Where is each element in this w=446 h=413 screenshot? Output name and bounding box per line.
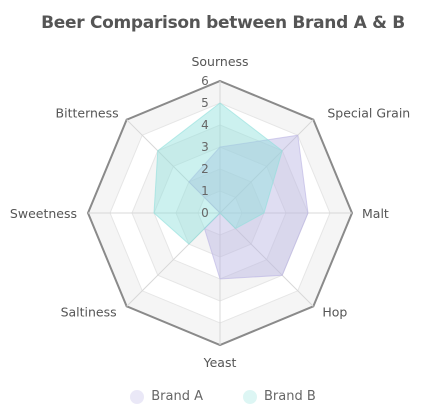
tick-label-2: 2: [201, 162, 209, 176]
series-brand-a[interactable]: [188, 134, 309, 280]
legend-label: Brand A: [151, 389, 203, 404]
axis-label-sourness: Sourness: [191, 54, 248, 69]
radar-tick-labels: 0 1 2 3 4 5 6: [201, 74, 209, 220]
axis-label-yeast: Yeast: [203, 355, 237, 370]
radar-axis-labels: Sourness Special Grain Malt Hop Yeast Saltine…: [10, 54, 410, 370]
legend-swatch: [130, 389, 145, 404]
axis-label-saltiness: Saltiness: [61, 304, 117, 319]
tick-label-5: 5: [201, 96, 209, 110]
chart-title: Beer Comparison between Brand A & B: [41, 13, 405, 33]
series-brand-b[interactable]: [153, 102, 283, 245]
tick-label-1: 1: [201, 184, 209, 198]
legend: Brand A Brand B: [0, 389, 446, 404]
axis-label-bitterness: Bitterness: [56, 106, 119, 121]
axis-label-hop: Hop: [322, 304, 347, 319]
axis-label-special-grain: Special Grain: [327, 106, 410, 121]
axis-label-sweetness: Sweetness: [10, 206, 77, 221]
axis-label-malt: Malt: [362, 206, 389, 221]
tick-label-6: 6: [201, 74, 209, 88]
tick-label-4: 4: [201, 118, 209, 132]
tick-label-3: 3: [201, 140, 209, 154]
tick-label-0: 0: [201, 206, 209, 220]
legend-label: Brand B: [263, 389, 316, 404]
legend-swatch: [242, 389, 257, 404]
radar-series: [153, 102, 309, 280]
legend-item-brand-a[interactable]: Brand A: [130, 389, 203, 404]
legend-item-brand-b[interactable]: Brand B: [242, 389, 316, 404]
